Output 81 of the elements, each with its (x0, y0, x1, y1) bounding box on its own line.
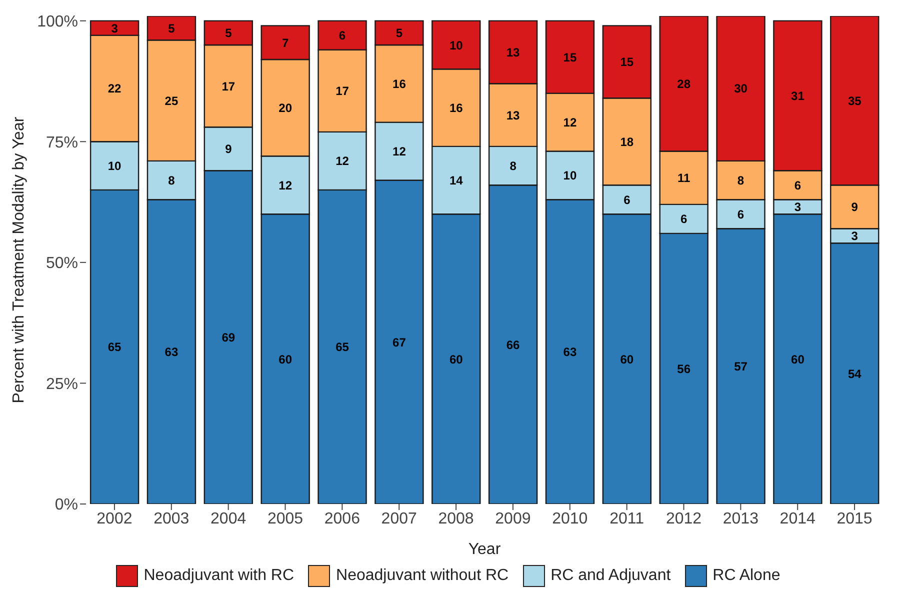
data-label: 63 (164, 345, 178, 360)
data-label: 6 (794, 178, 802, 192)
data-label: 17 (222, 79, 236, 94)
x-tick-label: 2005 (267, 510, 304, 528)
x-tick-label: 2009 (495, 510, 531, 528)
x-axis-title: Year (468, 541, 502, 558)
data-label: 16 (392, 76, 406, 91)
y-tick-label: 50% (46, 255, 78, 272)
data-label: 22 (108, 82, 122, 96)
data-label: 25 (164, 94, 178, 108)
x-tick-label: 2002 (96, 510, 132, 528)
y-tick-label: 100% (37, 14, 78, 31)
data-label: 8 (168, 174, 176, 188)
data-label: 69 (222, 330, 236, 345)
data-label: 12 (278, 178, 292, 192)
data-label: 60 (791, 352, 805, 366)
data-label: 56 (677, 362, 691, 376)
data-label: 60 (278, 352, 292, 366)
legend-label: Neoadjuvant without RC (336, 567, 509, 585)
data-label: 10 (563, 168, 577, 183)
x-tick-label: 2010 (552, 510, 588, 528)
data-label: 6 (338, 28, 346, 43)
data-label: 12 (336, 154, 350, 168)
data-label: 65 (108, 340, 122, 354)
data-label: 15 (563, 50, 577, 64)
x-tick-label: 2004 (210, 510, 246, 528)
data-label: 7 (282, 36, 289, 50)
data-label: 3 (111, 21, 118, 36)
data-label: 9 (225, 142, 232, 156)
data-label: 65 (336, 340, 350, 354)
data-label: 12 (563, 116, 577, 130)
x-tick-label: 2011 (610, 510, 644, 528)
data-label: 5 (396, 26, 403, 40)
data-label: 9 (851, 200, 858, 214)
data-label: 57 (734, 360, 748, 374)
data-label: 66 (506, 338, 520, 352)
data-label: 5 (168, 21, 176, 36)
data-label: 3 (851, 229, 858, 244)
x-tick-label: 2006 (324, 510, 360, 528)
data-label: 18 (620, 134, 634, 149)
x-tick-label: 2013 (722, 510, 759, 528)
y-tick-label: 25% (46, 376, 78, 393)
data-label: 30 (734, 82, 748, 96)
legend-label: Neoadjuvant with RC (144, 567, 294, 585)
legend-label: RC and Adjuvant (550, 567, 671, 585)
data-label: 8 (737, 174, 744, 188)
x-tick-label: 2007 (381, 510, 418, 528)
data-label: 13 (506, 46, 520, 60)
x-tick-label: 2012 (666, 510, 702, 528)
data-label: 20 (278, 101, 292, 116)
data-label: 6 (737, 207, 744, 222)
y-tick-label: 0% (54, 496, 78, 514)
data-label: 60 (620, 352, 634, 366)
data-label: 5 (225, 26, 232, 40)
data-label: 67 (392, 335, 406, 350)
data-label: 6 (680, 212, 688, 226)
data-label: 8 (510, 159, 517, 174)
data-label: 54 (848, 366, 862, 381)
data-label: 3 (794, 200, 802, 214)
data-label: 15 (620, 55, 634, 70)
data-label: 35 (848, 94, 862, 108)
data-label: 63 (563, 345, 577, 360)
x-tick-label: 2015 (836, 510, 872, 528)
data-label: 13 (506, 108, 520, 122)
data-label: 10 (108, 159, 122, 174)
y-tick-label: 75% (46, 134, 78, 152)
data-label: 31 (791, 88, 805, 103)
x-tick-label: 2008 (438, 510, 474, 528)
legend-label: RC Alone (712, 567, 780, 585)
y-axis-title: Percent with Treatment Modality by Year (10, 116, 28, 404)
data-label: 17 (336, 84, 350, 98)
data-label: 28 (677, 76, 691, 91)
data-label: 14 (449, 174, 464, 188)
data-label: 16 (449, 101, 464, 116)
data-label: 10 (449, 38, 464, 52)
data-label: 12 (392, 144, 406, 159)
data-label: 11 (677, 171, 691, 186)
data-label: 60 (449, 352, 464, 366)
x-tick-label: 2014 (780, 510, 816, 528)
x-tick-label: 2003 (154, 510, 190, 528)
data-label: 6 (624, 192, 631, 207)
